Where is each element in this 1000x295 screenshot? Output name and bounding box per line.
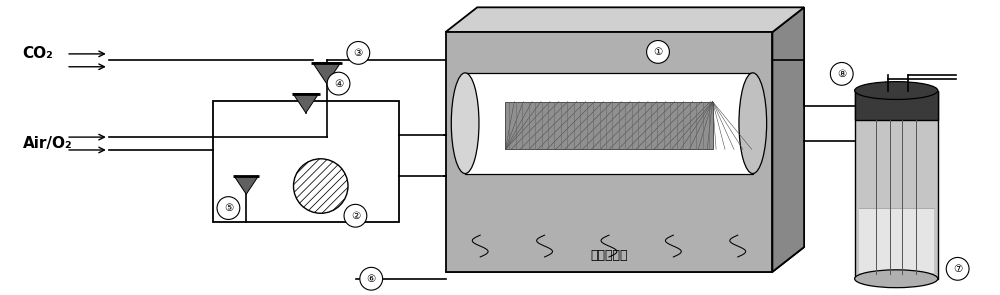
Circle shape bbox=[946, 258, 969, 280]
Ellipse shape bbox=[855, 82, 938, 99]
Circle shape bbox=[830, 63, 853, 85]
Text: ④: ④ bbox=[334, 78, 343, 88]
FancyBboxPatch shape bbox=[446, 32, 772, 272]
Circle shape bbox=[347, 42, 370, 64]
Text: Air/O₂: Air/O₂ bbox=[23, 136, 72, 151]
Text: ⑥: ⑥ bbox=[367, 274, 376, 284]
Circle shape bbox=[344, 204, 367, 227]
Circle shape bbox=[360, 267, 383, 290]
Text: ⑤: ⑤ bbox=[224, 203, 233, 213]
FancyBboxPatch shape bbox=[213, 101, 399, 222]
Ellipse shape bbox=[451, 73, 479, 173]
FancyBboxPatch shape bbox=[855, 91, 938, 279]
Text: ③: ③ bbox=[354, 48, 363, 58]
FancyBboxPatch shape bbox=[859, 209, 934, 273]
Text: ②: ② bbox=[351, 211, 360, 221]
Text: ①: ① bbox=[653, 47, 663, 57]
Circle shape bbox=[647, 40, 669, 63]
Polygon shape bbox=[446, 247, 804, 272]
Ellipse shape bbox=[739, 73, 767, 173]
FancyBboxPatch shape bbox=[505, 101, 713, 149]
Polygon shape bbox=[313, 63, 341, 83]
Circle shape bbox=[217, 197, 240, 219]
FancyBboxPatch shape bbox=[855, 91, 938, 120]
Circle shape bbox=[327, 72, 350, 95]
Text: CO₂: CO₂ bbox=[23, 46, 53, 61]
Polygon shape bbox=[234, 176, 258, 194]
Polygon shape bbox=[772, 7, 804, 272]
Text: ⑧: ⑧ bbox=[837, 69, 846, 79]
Circle shape bbox=[294, 159, 348, 213]
FancyBboxPatch shape bbox=[465, 73, 753, 173]
Polygon shape bbox=[446, 7, 804, 32]
Text: 高温烧结炉: 高温烧结炉 bbox=[590, 250, 628, 263]
Polygon shape bbox=[293, 94, 319, 113]
Text: ⑦: ⑦ bbox=[953, 264, 962, 274]
Ellipse shape bbox=[855, 270, 938, 288]
